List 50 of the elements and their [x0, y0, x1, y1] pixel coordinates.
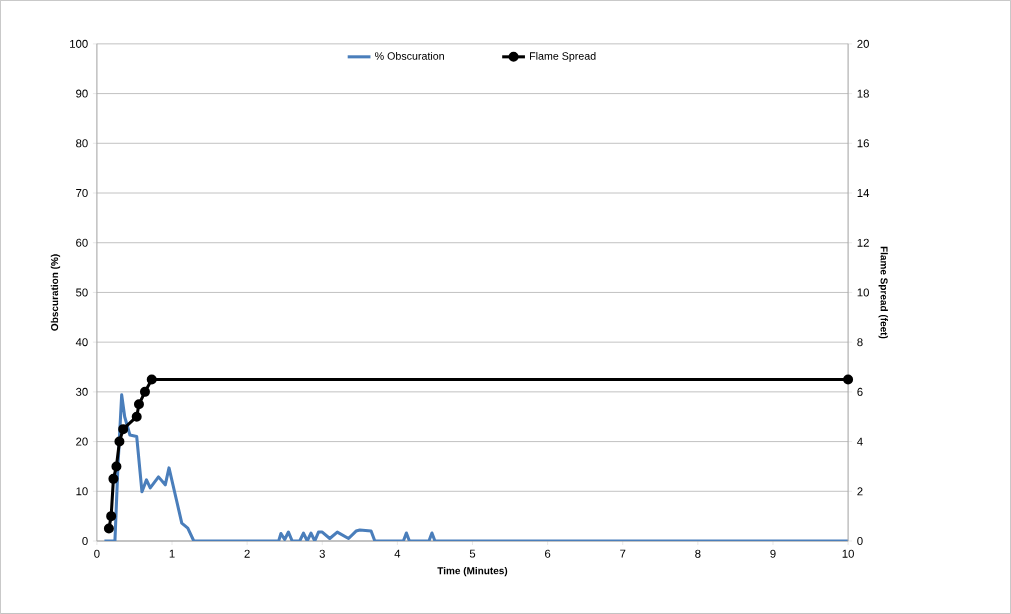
y2-tick-label: 20 [857, 39, 869, 48]
point [103, 523, 114, 534]
y-tick-label: 90 [76, 89, 88, 98]
y2-tick-label: 12 [857, 238, 869, 247]
point [108, 473, 119, 484]
y-tick-label: 70 [76, 189, 88, 198]
y-tick-label: 10 [76, 487, 88, 496]
x-tick-label: 3 [319, 549, 325, 558]
x-tick-label: 5 [469, 549, 476, 558]
y2-tick-label: 8 [857, 338, 863, 347]
x-tick-label: 9 [770, 549, 776, 558]
line-series [102, 393, 849, 542]
x-tick-label: 2 [244, 549, 250, 558]
y-tick-label: 40 [75, 338, 88, 347]
y2-tick-label: 0 [857, 537, 863, 546]
point [843, 374, 854, 385]
y2-tick-label: 16 [857, 139, 869, 148]
x-tick-label: 1 [169, 549, 175, 558]
point [114, 436, 125, 447]
legend-label: Flame Spread [530, 52, 596, 62]
legend-label: % Obscuration [375, 52, 444, 60]
y2-tick-label: 14 [857, 189, 870, 197]
x-tick-label: 6 [545, 549, 551, 558]
y2-tick-label: 6 [857, 387, 863, 396]
point [118, 424, 129, 435]
x-tick-label: 7 [620, 549, 626, 558]
x-axis-title: Time (Minutes) [437, 566, 508, 577]
point [111, 461, 122, 472]
point [133, 399, 144, 410]
y-tick-label: 100 [70, 39, 88, 48]
y-tick-label: 30 [76, 387, 88, 396]
point [139, 386, 150, 397]
y2-tick-label: 4 [857, 437, 863, 446]
point [146, 374, 157, 385]
y-tick-label: 50 [76, 288, 88, 297]
y-tick-label: 0 [82, 537, 88, 546]
y-axis-title: Obscuration (%) [50, 254, 61, 331]
y2-tick-label: 2 [857, 487, 863, 496]
point [131, 411, 142, 422]
y-tick-label: 60 [76, 238, 88, 247]
y2-tick-label: 10 [857, 288, 869, 297]
y2-tick-label: 18 [857, 89, 869, 98]
y-tick-label: 80 [76, 139, 88, 148]
x-tick-label: 0 [94, 549, 100, 558]
y2-axis-title: Flame Spread (feet) [878, 246, 888, 339]
x-tick-label: 4 [394, 549, 401, 558]
y-tick-label: 20 [76, 437, 88, 446]
point [106, 511, 117, 522]
x-tick-label: 10 [842, 549, 854, 558]
x-tick-label: 8 [695, 549, 701, 558]
